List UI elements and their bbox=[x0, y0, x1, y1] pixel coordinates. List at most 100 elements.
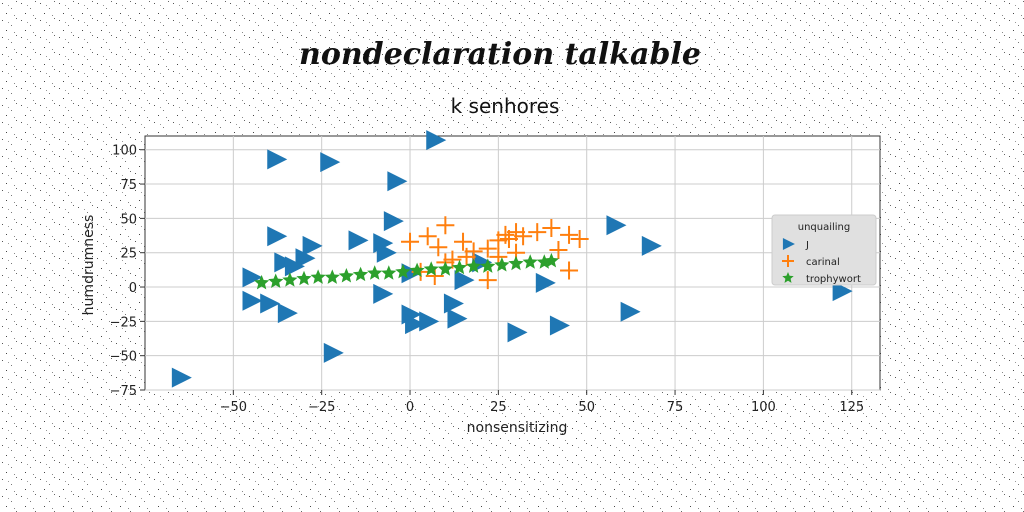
plot-area: −50 −25 0 25 50 75 100 125 −75 −50 −25 0 25 50 75 100 bbox=[110, 130, 881, 415]
legend-label: J bbox=[805, 240, 809, 251]
x-ticks: −50 −25 0 25 50 75 100 125 bbox=[220, 390, 864, 415]
data-point bbox=[832, 281, 853, 302]
grid bbox=[145, 136, 880, 391]
data-point bbox=[419, 311, 440, 332]
data-point bbox=[535, 272, 556, 293]
data-point bbox=[478, 239, 497, 258]
data-point bbox=[418, 227, 437, 246]
data-point bbox=[454, 232, 473, 251]
data-point bbox=[352, 266, 369, 282]
data-point bbox=[429, 238, 448, 257]
data-point bbox=[466, 258, 482, 273]
data-point bbox=[348, 230, 369, 251]
data-point bbox=[268, 273, 284, 288]
data-point bbox=[437, 261, 453, 276]
legend-marker bbox=[782, 255, 794, 267]
data-point bbox=[242, 267, 263, 288]
data-point bbox=[302, 235, 323, 256]
data-point bbox=[376, 242, 397, 263]
data-point bbox=[443, 293, 464, 314]
x-tick-label: −50 bbox=[220, 400, 247, 415]
data-point bbox=[381, 265, 397, 280]
data-point bbox=[242, 290, 263, 311]
data-point bbox=[542, 218, 561, 237]
data-point bbox=[338, 268, 354, 283]
data-point bbox=[606, 215, 627, 236]
data-point bbox=[274, 252, 295, 273]
series-1 bbox=[401, 216, 589, 290]
chart-title: k senhores bbox=[451, 94, 560, 118]
y-tick-label: −75 bbox=[110, 384, 137, 399]
data-point bbox=[494, 257, 510, 272]
y-tick-label: −50 bbox=[110, 350, 137, 365]
x-tick-label: 50 bbox=[578, 400, 595, 415]
data-point bbox=[171, 367, 192, 388]
data-point bbox=[282, 272, 298, 287]
data-point bbox=[296, 270, 312, 286]
data-point bbox=[267, 226, 288, 247]
y-tick-label: −25 bbox=[110, 315, 137, 330]
series-0 bbox=[171, 130, 853, 388]
data-point bbox=[320, 152, 341, 173]
data-point bbox=[457, 247, 476, 266]
x-tick-label: 75 bbox=[667, 400, 684, 415]
data-point bbox=[267, 149, 288, 170]
data-point bbox=[528, 223, 547, 242]
data-point bbox=[387, 171, 408, 192]
data-point bbox=[570, 229, 589, 248]
data-point bbox=[401, 232, 420, 251]
data-point bbox=[373, 283, 394, 304]
data-point bbox=[383, 211, 404, 232]
y-tick-label: 0 bbox=[129, 281, 137, 296]
legend-title: unquailing bbox=[798, 222, 851, 233]
y-tick-label: 25 bbox=[120, 247, 137, 262]
y-ticks: −75 −50 −25 0 25 50 75 100 bbox=[110, 144, 145, 399]
x-tick-label: 25 bbox=[490, 400, 507, 415]
data-point bbox=[620, 301, 641, 322]
legend-marker bbox=[782, 272, 794, 283]
figure-title: nondeclaration talkable bbox=[299, 37, 701, 72]
data-point bbox=[508, 255, 524, 271]
x-axis-label: nonsensitizing bbox=[467, 420, 568, 436]
data-point bbox=[454, 270, 475, 291]
data-point bbox=[277, 303, 298, 324]
data-point bbox=[522, 254, 538, 269]
x-tick-label: 100 bbox=[751, 400, 776, 415]
data-point bbox=[367, 265, 383, 280]
data-point bbox=[395, 263, 411, 279]
data-point bbox=[478, 271, 497, 290]
y-axis-label: humdrumness bbox=[81, 215, 97, 316]
y-tick-label: 75 bbox=[120, 178, 137, 193]
series-2 bbox=[254, 252, 559, 290]
data-point bbox=[426, 130, 447, 151]
data-point bbox=[543, 252, 559, 268]
data-point bbox=[451, 259, 468, 275]
data-point bbox=[405, 314, 426, 335]
data-point bbox=[254, 274, 270, 290]
x-tick-label: 125 bbox=[839, 400, 864, 415]
data-point bbox=[641, 235, 662, 256]
x-tick-label: 0 bbox=[406, 400, 414, 415]
data-point bbox=[401, 263, 422, 284]
data-point bbox=[284, 256, 305, 277]
data-point bbox=[310, 269, 326, 284]
data-point bbox=[560, 225, 579, 244]
data-point bbox=[480, 258, 496, 273]
y-tick-label: 100 bbox=[112, 144, 137, 159]
data-point bbox=[560, 261, 579, 280]
y-tick-label: 50 bbox=[120, 212, 137, 227]
data-point bbox=[507, 223, 526, 242]
data-point bbox=[260, 293, 281, 314]
data-point bbox=[295, 248, 316, 269]
legend-box bbox=[771, 214, 877, 286]
legend-marker bbox=[782, 238, 795, 250]
data-marks bbox=[171, 130, 853, 388]
data-point bbox=[324, 269, 340, 284]
x-tick-label: −25 bbox=[308, 400, 335, 415]
data-point bbox=[507, 322, 528, 343]
data-point bbox=[436, 216, 455, 235]
data-point bbox=[549, 240, 568, 259]
